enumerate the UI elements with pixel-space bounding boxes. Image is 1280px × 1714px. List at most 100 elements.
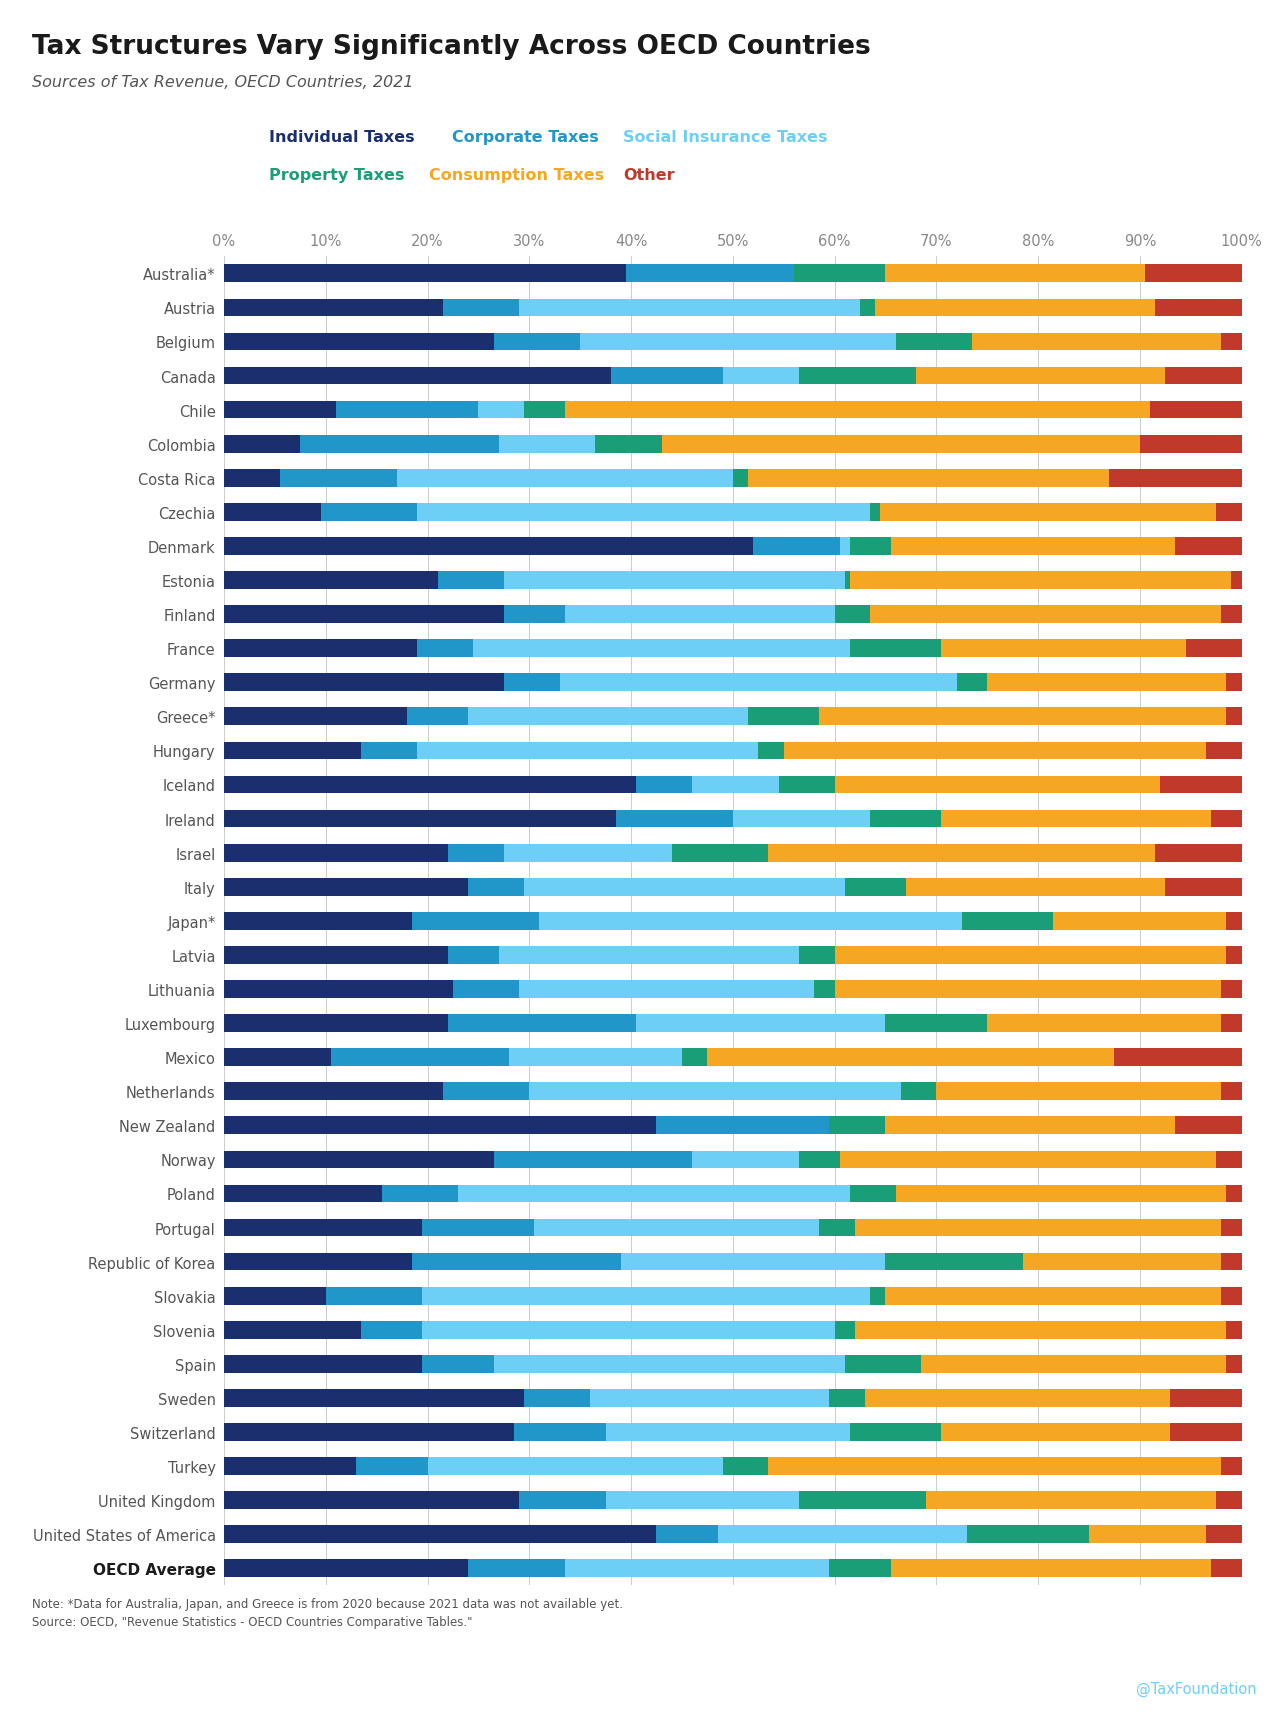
Bar	[580, 334, 896, 351]
Bar	[224, 1390, 525, 1407]
Bar	[1221, 334, 1242, 351]
Bar	[1170, 1423, 1242, 1441]
Bar	[509, 1049, 682, 1066]
Bar	[876, 300, 1155, 317]
Bar	[479, 401, 525, 420]
Bar	[636, 776, 692, 794]
Bar	[835, 980, 1221, 998]
Bar	[224, 776, 636, 794]
Text: Corporate Taxes: Corporate Taxes	[452, 130, 598, 146]
Bar	[1226, 1184, 1242, 1203]
Bar	[525, 401, 564, 420]
Bar	[1226, 1356, 1242, 1373]
Bar	[835, 946, 1226, 965]
Bar	[1175, 1118, 1242, 1135]
Bar	[595, 435, 662, 452]
Bar	[886, 266, 1144, 283]
Bar	[906, 878, 1165, 896]
Bar	[530, 1083, 901, 1100]
Bar	[1155, 845, 1242, 862]
Bar	[321, 504, 417, 521]
Bar	[1226, 912, 1242, 931]
Bar	[1221, 605, 1242, 624]
Text: Sources of Tax Revenue, OECD Countries, 2021: Sources of Tax Revenue, OECD Countries, …	[32, 75, 413, 91]
Bar	[539, 912, 961, 931]
Bar	[886, 1118, 1175, 1135]
Bar	[616, 811, 733, 828]
Bar	[1211, 1560, 1242, 1577]
Bar	[799, 946, 835, 965]
Bar	[520, 300, 860, 317]
Bar	[662, 435, 1139, 452]
Bar	[799, 1491, 927, 1508]
Bar	[494, 334, 580, 351]
Bar	[515, 1423, 605, 1441]
Bar	[224, 401, 335, 420]
Bar	[860, 300, 876, 317]
Bar	[1165, 367, 1242, 386]
Bar	[881, 504, 1216, 521]
Bar	[829, 1118, 886, 1135]
Bar	[1216, 504, 1242, 521]
Bar	[886, 1287, 1221, 1304]
Text: Note: *Data for Australia, Japan, and Greece is from 2020 because 2021 data was : Note: *Data for Australia, Japan, and Gr…	[32, 1597, 623, 1628]
Bar	[1231, 572, 1242, 590]
Bar	[520, 980, 814, 998]
Bar	[723, 1457, 768, 1476]
Bar	[692, 776, 778, 794]
Bar	[855, 1219, 1221, 1238]
Bar	[636, 1015, 886, 1032]
Bar	[732, 470, 748, 487]
Bar	[330, 1049, 509, 1066]
Bar	[896, 1184, 1226, 1203]
Bar	[850, 1423, 941, 1441]
Bar	[708, 1049, 1115, 1066]
Bar	[224, 912, 412, 931]
Bar	[901, 1083, 937, 1100]
Bar	[224, 504, 321, 521]
Text: Individual Taxes: Individual Taxes	[269, 130, 415, 146]
Bar	[428, 1457, 723, 1476]
Bar	[590, 1390, 829, 1407]
Bar	[835, 605, 870, 624]
Bar	[224, 1491, 520, 1508]
Bar	[961, 912, 1053, 931]
Bar	[224, 1356, 422, 1373]
Bar	[422, 1356, 494, 1373]
Bar	[1226, 674, 1242, 692]
Bar	[682, 1049, 708, 1066]
Bar	[224, 878, 468, 896]
Text: Social Insurance Taxes: Social Insurance Taxes	[623, 130, 828, 146]
Bar	[564, 401, 1149, 420]
Bar	[723, 367, 799, 386]
Bar	[870, 811, 941, 828]
Bar	[829, 1390, 865, 1407]
Bar	[224, 435, 301, 452]
Bar	[758, 742, 783, 759]
Bar	[422, 1321, 835, 1339]
Bar	[916, 367, 1165, 386]
Bar	[301, 435, 499, 452]
Bar	[1221, 980, 1242, 998]
Bar	[987, 674, 1226, 692]
Bar	[224, 674, 504, 692]
Bar	[504, 572, 845, 590]
Bar	[840, 538, 850, 555]
Bar	[224, 605, 504, 624]
Bar	[768, 1457, 1221, 1476]
Bar	[850, 572, 1231, 590]
Bar	[499, 946, 799, 965]
Bar	[325, 1287, 422, 1304]
Text: Consumption Taxes: Consumption Taxes	[429, 168, 604, 183]
Bar	[564, 1560, 829, 1577]
Bar	[224, 811, 616, 828]
Bar	[422, 1287, 870, 1304]
Bar	[870, 605, 1221, 624]
Bar	[657, 1118, 829, 1135]
Bar	[657, 1525, 718, 1543]
Bar	[1053, 912, 1226, 931]
Bar	[1144, 266, 1242, 283]
Bar	[1206, 742, 1242, 759]
Bar	[224, 1049, 330, 1066]
Bar	[564, 605, 835, 624]
